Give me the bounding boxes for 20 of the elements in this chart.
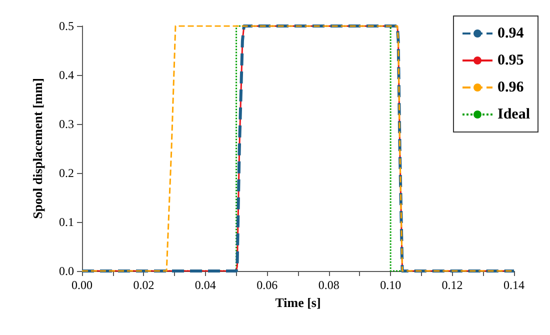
x-tick-label: 0.02 (133, 278, 154, 292)
x-tick-label: 0.06 (256, 278, 278, 292)
y-tick-label: 0.5 (59, 19, 74, 33)
legend-label: 0.95 (497, 52, 524, 68)
y-tick-label: 0.1 (59, 215, 74, 229)
legend-label: 0.96 (497, 80, 524, 96)
y-tick-label: 0.2 (59, 166, 74, 180)
x-tick-label: 0.08 (318, 278, 340, 292)
y-tick-label: 0.3 (59, 117, 74, 131)
y-axis-title: Spool displacement [mm] (30, 78, 45, 219)
y-tick-label: 0.4 (59, 68, 74, 82)
x-tick-label: 0.04 (194, 278, 216, 292)
x-tick-label: 0.00 (72, 278, 92, 292)
x-axis-title: Time [s] (275, 294, 321, 310)
x-tick-label: 0.12 (442, 278, 463, 292)
x-tick-label: 0.14 (504, 278, 524, 292)
x-tick-label: 0.10 (380, 278, 402, 292)
legend-label: Ideal (497, 106, 530, 122)
legend-label: 0.94 (497, 26, 524, 42)
y-tick-label: 0.0 (59, 264, 74, 278)
